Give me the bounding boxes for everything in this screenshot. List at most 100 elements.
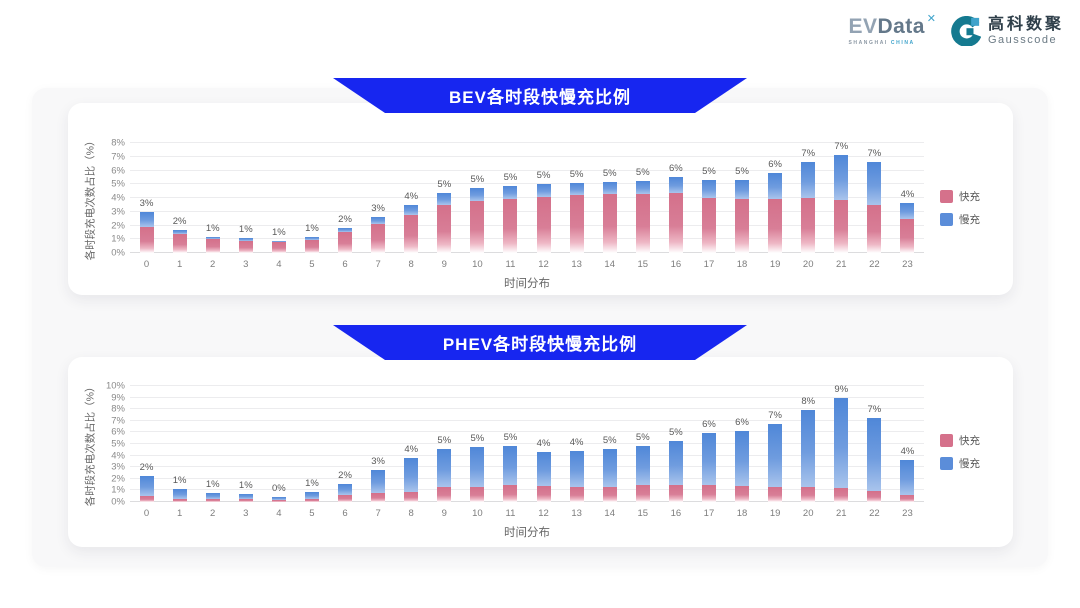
slow-charge-segment[interactable] bbox=[503, 445, 518, 486]
slow-charge-segment[interactable] bbox=[139, 211, 154, 227]
fast-charge-segment[interactable] bbox=[172, 233, 187, 253]
stacked-bar[interactable] bbox=[635, 180, 650, 253]
fast-charge-segment[interactable] bbox=[536, 196, 551, 253]
slow-charge-segment[interactable] bbox=[437, 192, 452, 205]
stacked-bar[interactable] bbox=[338, 484, 353, 502]
stacked-bar[interactable] bbox=[437, 192, 452, 253]
slow-charge-segment[interactable] bbox=[900, 202, 915, 220]
fast-charge-segment[interactable] bbox=[569, 195, 584, 253]
slow-charge-segment[interactable] bbox=[602, 181, 617, 194]
stacked-bar[interactable] bbox=[668, 177, 683, 253]
fast-charge-segment[interactable] bbox=[338, 232, 353, 253]
slow-charge-segment[interactable] bbox=[304, 237, 319, 240]
fast-charge-segment[interactable] bbox=[205, 239, 220, 253]
fast-charge-segment[interactable] bbox=[900, 495, 915, 502]
slow-charge-segment[interactable] bbox=[271, 496, 286, 500]
slow-charge-segment[interactable] bbox=[635, 180, 650, 194]
legend-item-fast[interactable]: 快充 bbox=[940, 433, 980, 448]
slow-charge-segment[interactable] bbox=[536, 184, 551, 197]
stacked-bar[interactable] bbox=[701, 433, 716, 502]
fast-charge-segment[interactable] bbox=[602, 486, 617, 502]
fast-charge-segment[interactable] bbox=[304, 498, 319, 502]
slow-charge-segment[interactable] bbox=[602, 449, 617, 487]
slow-charge-segment[interactable] bbox=[834, 155, 849, 201]
stacked-bar[interactable] bbox=[602, 449, 617, 502]
fast-charge-segment[interactable] bbox=[834, 488, 849, 502]
fast-charge-segment[interactable] bbox=[801, 487, 816, 502]
stacked-bar[interactable] bbox=[768, 424, 783, 502]
stacked-bar[interactable] bbox=[205, 236, 220, 253]
stacked-bar[interactable] bbox=[404, 458, 419, 502]
stacked-bar[interactable] bbox=[238, 237, 253, 253]
stacked-bar[interactable] bbox=[503, 186, 518, 253]
fast-charge-segment[interactable] bbox=[900, 219, 915, 253]
stacked-bar[interactable] bbox=[470, 447, 485, 502]
slow-charge-segment[interactable] bbox=[668, 440, 683, 485]
stacked-bar[interactable] bbox=[338, 228, 353, 253]
slow-charge-segment[interactable] bbox=[900, 460, 915, 496]
stacked-bar[interactable] bbox=[271, 496, 286, 502]
slow-charge-segment[interactable] bbox=[867, 162, 882, 205]
fast-charge-segment[interactable] bbox=[867, 204, 882, 253]
stacked-bar[interactable] bbox=[801, 162, 816, 253]
stacked-bar[interactable] bbox=[569, 450, 584, 502]
fast-charge-segment[interactable] bbox=[768, 486, 783, 502]
fast-charge-segment[interactable] bbox=[668, 484, 683, 502]
stacked-bar[interactable] bbox=[304, 237, 319, 253]
fast-charge-segment[interactable] bbox=[271, 499, 286, 502]
slow-charge-segment[interactable] bbox=[371, 470, 386, 493]
stacked-bar[interactable] bbox=[503, 445, 518, 502]
fast-charge-segment[interactable] bbox=[503, 199, 518, 253]
stacked-bar[interactable] bbox=[801, 409, 816, 502]
slow-charge-segment[interactable] bbox=[768, 173, 783, 199]
fast-charge-segment[interactable] bbox=[404, 214, 419, 253]
slow-charge-segment[interactable] bbox=[205, 236, 220, 240]
slow-charge-segment[interactable] bbox=[338, 228, 353, 233]
stacked-bar[interactable] bbox=[536, 184, 551, 253]
stacked-bar[interactable] bbox=[701, 180, 716, 253]
fast-charge-segment[interactable] bbox=[338, 495, 353, 502]
fast-charge-segment[interactable] bbox=[404, 492, 419, 502]
stacked-bar[interactable] bbox=[404, 204, 419, 253]
slow-charge-segment[interactable] bbox=[668, 177, 683, 193]
legend-item-slow[interactable]: 慢充 bbox=[940, 456, 980, 471]
slow-charge-segment[interactable] bbox=[304, 492, 319, 499]
stacked-bar[interactable] bbox=[602, 181, 617, 253]
fast-charge-segment[interactable] bbox=[238, 240, 253, 253]
fast-charge-segment[interactable] bbox=[139, 226, 154, 253]
slow-charge-segment[interactable] bbox=[701, 433, 716, 485]
fast-charge-segment[interactable] bbox=[768, 198, 783, 253]
slow-charge-segment[interactable] bbox=[139, 475, 154, 497]
fast-charge-segment[interactable] bbox=[668, 192, 683, 253]
fast-charge-segment[interactable] bbox=[735, 485, 750, 502]
fast-charge-segment[interactable] bbox=[172, 498, 187, 502]
slow-charge-segment[interactable] bbox=[503, 186, 518, 200]
stacked-bar[interactable] bbox=[437, 448, 452, 502]
slow-charge-segment[interactable] bbox=[470, 447, 485, 487]
stacked-bar[interactable] bbox=[569, 182, 584, 253]
fast-charge-segment[interactable] bbox=[139, 496, 154, 502]
slow-charge-segment[interactable] bbox=[172, 229, 187, 234]
slow-charge-segment[interactable] bbox=[735, 180, 750, 200]
stacked-bar[interactable] bbox=[205, 492, 220, 502]
stacked-bar[interactable] bbox=[172, 488, 187, 502]
slow-charge-segment[interactable] bbox=[404, 204, 419, 215]
slow-charge-segment[interactable] bbox=[834, 397, 849, 489]
fast-charge-segment[interactable] bbox=[238, 498, 253, 502]
stacked-bar[interactable] bbox=[900, 202, 915, 253]
slow-charge-segment[interactable] bbox=[371, 217, 386, 225]
slow-charge-segment[interactable] bbox=[536, 452, 551, 486]
stacked-bar[interactable] bbox=[139, 475, 154, 502]
stacked-bar[interactable] bbox=[238, 494, 253, 502]
slow-charge-segment[interactable] bbox=[238, 494, 253, 499]
fast-charge-segment[interactable] bbox=[834, 200, 849, 253]
slow-charge-segment[interactable] bbox=[470, 188, 485, 201]
stacked-bar[interactable] bbox=[668, 440, 683, 502]
fast-charge-segment[interactable] bbox=[205, 498, 220, 502]
fast-charge-segment[interactable] bbox=[437, 204, 452, 253]
stacked-bar[interactable] bbox=[900, 460, 915, 502]
fast-charge-segment[interactable] bbox=[271, 242, 286, 253]
stacked-bar[interactable] bbox=[536, 452, 551, 502]
slow-charge-segment[interactable] bbox=[735, 431, 750, 486]
stacked-bar[interactable] bbox=[834, 397, 849, 502]
